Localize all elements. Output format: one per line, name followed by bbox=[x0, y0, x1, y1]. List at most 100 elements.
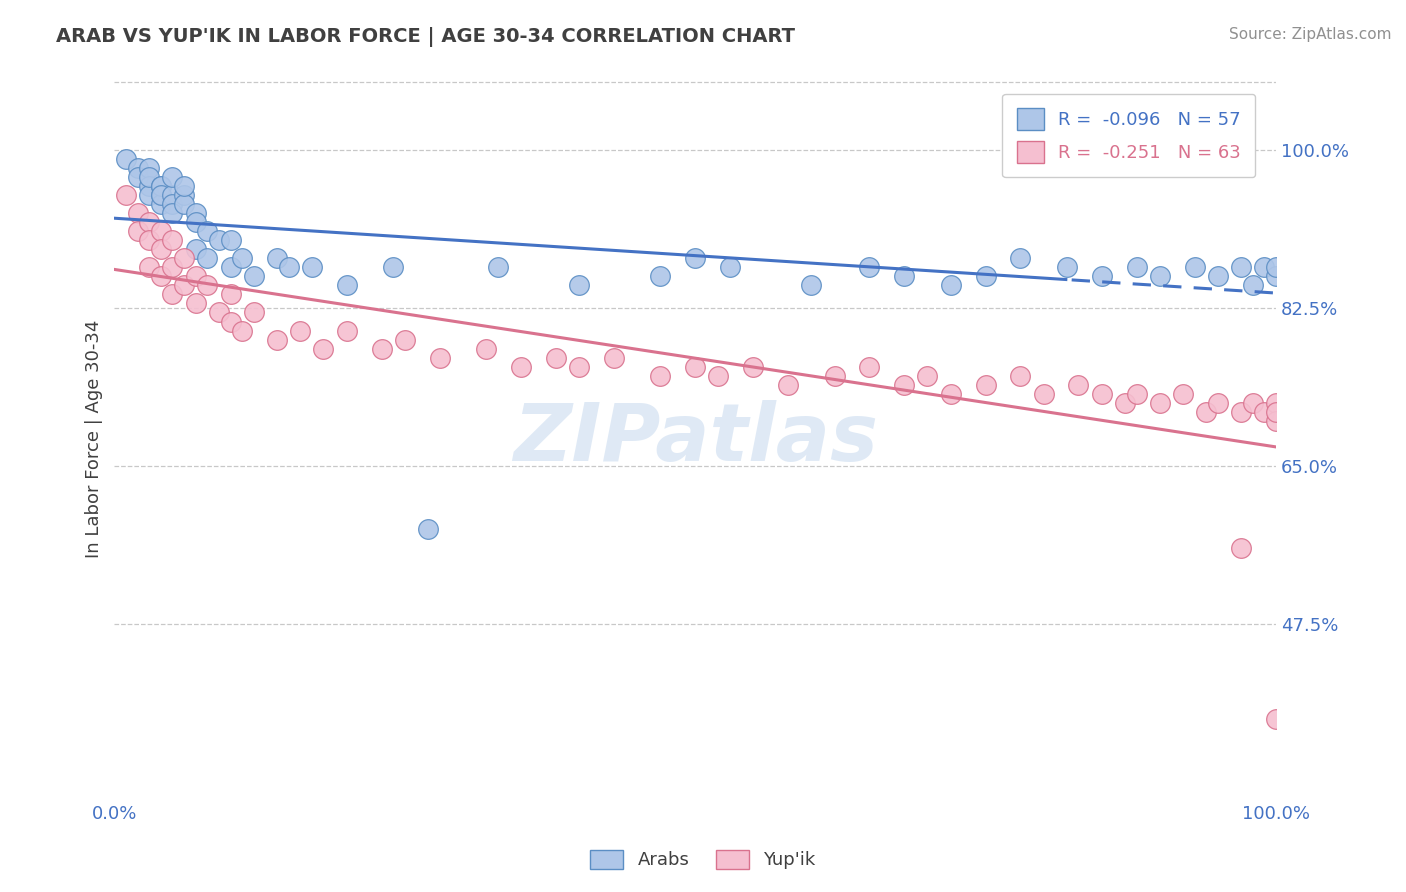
Point bbox=[370, 342, 392, 356]
Point bbox=[127, 224, 149, 238]
Point bbox=[162, 260, 184, 275]
Point bbox=[707, 368, 730, 383]
Point bbox=[162, 287, 184, 301]
Point bbox=[650, 368, 672, 383]
Point bbox=[231, 252, 253, 266]
Point bbox=[173, 252, 195, 266]
Point bbox=[277, 260, 299, 275]
Text: ARAB VS YUP'IK IN LABOR FORCE | AGE 30-34 CORRELATION CHART: ARAB VS YUP'IK IN LABOR FORCE | AGE 30-3… bbox=[56, 27, 796, 46]
Point bbox=[382, 260, 405, 275]
Point bbox=[162, 233, 184, 247]
Point bbox=[162, 188, 184, 202]
Point bbox=[115, 152, 138, 166]
Point bbox=[486, 260, 509, 275]
Point bbox=[195, 224, 218, 238]
Point bbox=[290, 324, 312, 338]
Point bbox=[312, 342, 335, 356]
Point bbox=[974, 269, 997, 284]
Point bbox=[858, 260, 880, 275]
Point bbox=[219, 233, 242, 247]
Point bbox=[1067, 377, 1090, 392]
Point bbox=[1184, 260, 1206, 275]
Point bbox=[173, 278, 195, 293]
Point bbox=[544, 351, 567, 365]
Point bbox=[138, 169, 160, 184]
Point bbox=[683, 359, 706, 374]
Point bbox=[149, 188, 172, 202]
Point bbox=[1265, 396, 1288, 410]
Point bbox=[1253, 260, 1275, 275]
Point bbox=[173, 197, 195, 211]
Point bbox=[195, 252, 218, 266]
Point bbox=[1265, 405, 1288, 419]
Text: ZIPatlas: ZIPatlas bbox=[513, 400, 877, 478]
Point bbox=[336, 278, 359, 293]
Point bbox=[939, 278, 962, 293]
Point bbox=[336, 324, 359, 338]
Point bbox=[162, 197, 184, 211]
Point bbox=[173, 178, 195, 193]
Text: Source: ZipAtlas.com: Source: ZipAtlas.com bbox=[1229, 27, 1392, 42]
Point bbox=[893, 269, 915, 284]
Point bbox=[219, 314, 242, 328]
Point bbox=[184, 296, 207, 310]
Point bbox=[917, 368, 939, 383]
Point bbox=[138, 215, 160, 229]
Point bbox=[184, 215, 207, 229]
Point bbox=[1253, 405, 1275, 419]
Point bbox=[266, 252, 288, 266]
Point bbox=[195, 278, 218, 293]
Point bbox=[208, 305, 231, 319]
Point bbox=[127, 169, 149, 184]
Point bbox=[1230, 541, 1253, 555]
Point bbox=[162, 206, 184, 220]
Point bbox=[1230, 260, 1253, 275]
Point bbox=[1265, 269, 1288, 284]
Point bbox=[149, 269, 172, 284]
Point bbox=[429, 351, 451, 365]
Point bbox=[184, 206, 207, 220]
Point bbox=[1195, 405, 1218, 419]
Point bbox=[742, 359, 765, 374]
Point bbox=[778, 377, 800, 392]
Point bbox=[138, 161, 160, 175]
Point bbox=[184, 269, 207, 284]
Point bbox=[1241, 396, 1264, 410]
Point bbox=[1230, 405, 1253, 419]
Point bbox=[1010, 252, 1032, 266]
Point bbox=[162, 169, 184, 184]
Point bbox=[1206, 269, 1229, 284]
Point bbox=[127, 206, 149, 220]
Point bbox=[127, 161, 149, 175]
Point bbox=[650, 269, 672, 284]
Point bbox=[138, 233, 160, 247]
Point bbox=[683, 252, 706, 266]
Legend: Arabs, Yup'ik: Arabs, Yup'ik bbox=[582, 841, 824, 879]
Point bbox=[231, 324, 253, 338]
Point bbox=[1149, 269, 1171, 284]
Point bbox=[149, 178, 172, 193]
Point bbox=[824, 368, 846, 383]
Point bbox=[149, 224, 172, 238]
Point bbox=[1091, 387, 1114, 401]
Point bbox=[184, 242, 207, 256]
Point bbox=[266, 333, 288, 347]
Point bbox=[208, 233, 231, 247]
Point bbox=[138, 178, 160, 193]
Point bbox=[219, 287, 242, 301]
Point bbox=[416, 523, 439, 537]
Point bbox=[149, 242, 172, 256]
Point bbox=[115, 188, 138, 202]
Point bbox=[149, 188, 172, 202]
Point bbox=[138, 188, 160, 202]
Point bbox=[243, 269, 266, 284]
Point bbox=[1056, 260, 1078, 275]
Point bbox=[475, 342, 498, 356]
Point bbox=[603, 351, 626, 365]
Point bbox=[1265, 414, 1288, 428]
Point bbox=[939, 387, 962, 401]
Point bbox=[893, 377, 915, 392]
Y-axis label: In Labor Force | Age 30-34: In Labor Force | Age 30-34 bbox=[86, 320, 103, 558]
Point bbox=[243, 305, 266, 319]
Point bbox=[568, 278, 591, 293]
